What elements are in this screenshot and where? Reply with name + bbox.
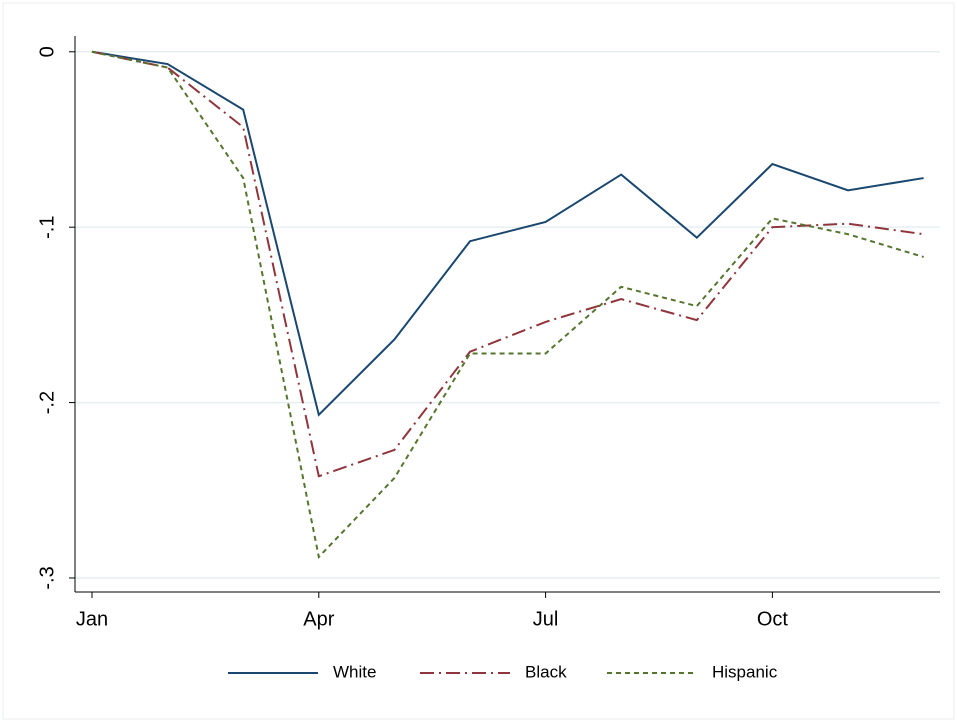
series-line	[91, 50, 924, 417]
legend-label: Hispanic	[712, 662, 778, 681]
y-tick-label: -.2	[36, 391, 58, 414]
legend-label: White	[333, 662, 376, 681]
y-tick-label: -.3	[36, 566, 58, 589]
series-line	[91, 50, 924, 478]
x-tick-label: Jul	[533, 608, 559, 630]
x-tick-label: Jan	[76, 608, 108, 630]
legend-label: Black	[525, 662, 567, 681]
y-tick-label: -.1	[36, 216, 58, 239]
series-line	[91, 50, 924, 559]
x-tick-label: Oct	[757, 608, 789, 630]
y-tick-label: 0	[36, 46, 58, 57]
x-tick-label: Apr	[303, 608, 334, 630]
